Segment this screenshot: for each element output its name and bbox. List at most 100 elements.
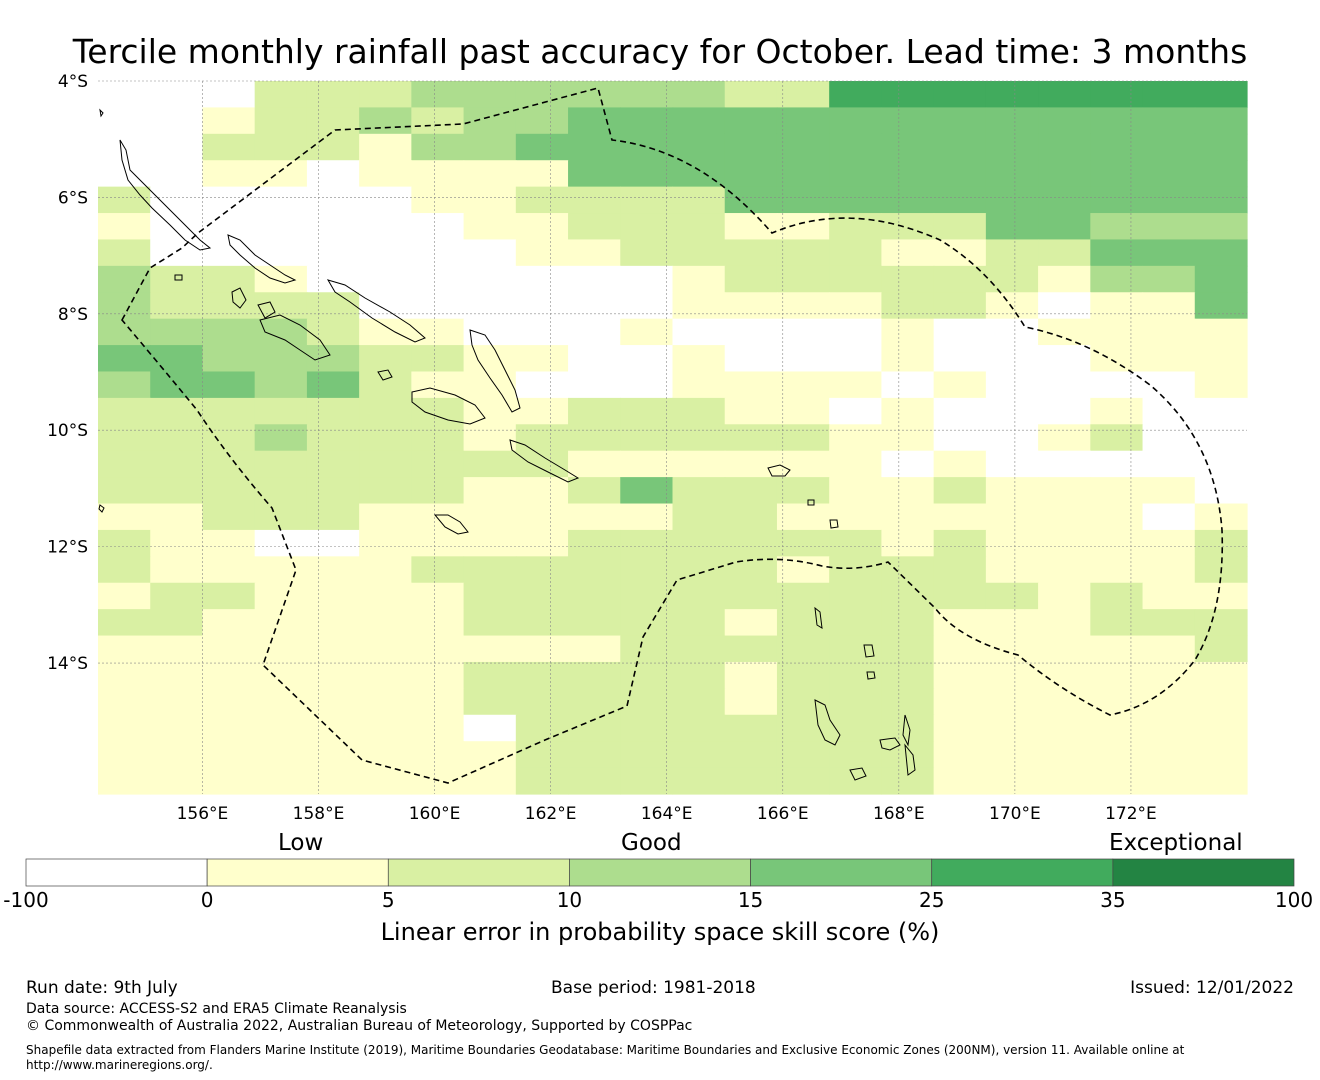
skill-cell <box>1142 292 1196 320</box>
skill-cell <box>1142 371 1196 399</box>
skill-cell <box>463 292 517 320</box>
lon-tick-label: 166°E <box>757 804 809 824</box>
skill-cell <box>254 397 308 425</box>
skill-cell <box>1038 714 1091 742</box>
skill-cell <box>359 81 412 109</box>
skill-cell <box>724 239 778 267</box>
skill-cell <box>620 213 674 241</box>
skill-cell <box>933 582 987 610</box>
skill-cell <box>359 265 412 293</box>
skill-cell <box>1194 477 1248 505</box>
colorbar-tick-label: 10 <box>556 888 583 912</box>
skill-cell <box>829 609 883 637</box>
skill-cell <box>672 424 726 452</box>
skill-cell <box>672 741 726 769</box>
skill-cell <box>254 424 308 452</box>
skill-cell <box>1038 688 1091 716</box>
skill-cell <box>672 345 726 373</box>
skill-cell <box>881 186 935 214</box>
graticule <box>98 80 1247 794</box>
island-florida <box>377 369 393 381</box>
skill-cell <box>254 635 308 663</box>
run-date: Run date: 9th July <box>26 978 178 998</box>
skill-cell <box>1090 714 1144 742</box>
skill-cell <box>881 318 935 346</box>
skill-cell <box>568 186 621 214</box>
skill-cell <box>829 345 883 373</box>
skill-cell <box>1090 371 1144 399</box>
skill-cell <box>463 556 517 584</box>
skill-cell <box>254 239 308 267</box>
skill-cell <box>724 503 778 531</box>
skill-cell <box>515 741 569 769</box>
skill-cell <box>933 503 987 531</box>
skill-cell <box>98 767 151 795</box>
skill-cell <box>620 503 674 531</box>
skill-cell <box>881 371 935 399</box>
skill-cell <box>1090 318 1144 346</box>
skill-cell <box>620 477 674 505</box>
skill-cell <box>202 186 256 214</box>
skill-cell <box>98 582 151 610</box>
skill-cell <box>776 661 830 689</box>
skill-cell <box>515 529 569 557</box>
skill-cell <box>933 81 987 109</box>
skill-cell <box>776 582 830 610</box>
skill-cell <box>881 503 935 531</box>
skill-cell <box>515 556 569 584</box>
skill-cell <box>150 424 204 452</box>
skill-cell <box>1090 529 1144 557</box>
skill-cell <box>776 714 830 742</box>
skill-cell <box>1194 318 1248 346</box>
skill-cell <box>829 265 883 293</box>
skill-cell <box>1090 81 1144 109</box>
skill-cell <box>985 635 1039 663</box>
skill-cell <box>515 503 569 531</box>
skill-cell <box>463 635 517 663</box>
colorbar-tick-label: -100 <box>3 888 49 912</box>
skill-cell <box>463 450 517 478</box>
skill-cell <box>150 688 204 716</box>
skill-cell <box>306 397 360 425</box>
skill-cell <box>1142 450 1196 478</box>
skill-cell <box>985 477 1039 505</box>
skill-cell <box>620 371 674 399</box>
skill-cell <box>881 450 935 478</box>
skill-cell <box>1142 107 1196 135</box>
skill-cell <box>463 477 517 505</box>
skill-cell <box>933 345 987 373</box>
skill-cell <box>829 741 883 769</box>
skill-cell <box>672 714 726 742</box>
skill-cell <box>776 345 830 373</box>
skill-cell <box>829 371 883 399</box>
skill-cell <box>1194 265 1248 293</box>
skill-cell <box>776 186 830 214</box>
skill-cell <box>829 107 883 135</box>
skill-cell <box>620 133 674 161</box>
skill-cell <box>202 477 256 505</box>
skill-cell <box>98 661 151 689</box>
lon-tick-label: 158°E <box>293 804 345 824</box>
skill-cell <box>776 503 830 531</box>
island-new-georgia <box>259 314 331 361</box>
skill-cell <box>933 160 987 188</box>
skill-cell <box>724 609 778 637</box>
skill-cell <box>933 318 987 346</box>
eez-boundary <box>121 87 1224 784</box>
skill-cell <box>985 450 1039 478</box>
skill-cell <box>1090 635 1144 663</box>
skill-cell <box>98 609 151 637</box>
colorbar-tick-label: 0 <box>200 888 214 912</box>
skill-cell <box>1038 318 1091 346</box>
skill-cell <box>829 424 883 452</box>
skill-cell <box>985 609 1039 637</box>
skill-cell <box>515 714 569 742</box>
skill-cell <box>463 265 517 293</box>
skill-cell <box>150 107 204 135</box>
skill-cell <box>359 318 412 346</box>
skill-cell <box>150 265 204 293</box>
skill-cell <box>568 688 621 716</box>
skill-cell <box>254 477 308 505</box>
skill-cell <box>359 582 412 610</box>
skill-cell <box>411 318 465 346</box>
